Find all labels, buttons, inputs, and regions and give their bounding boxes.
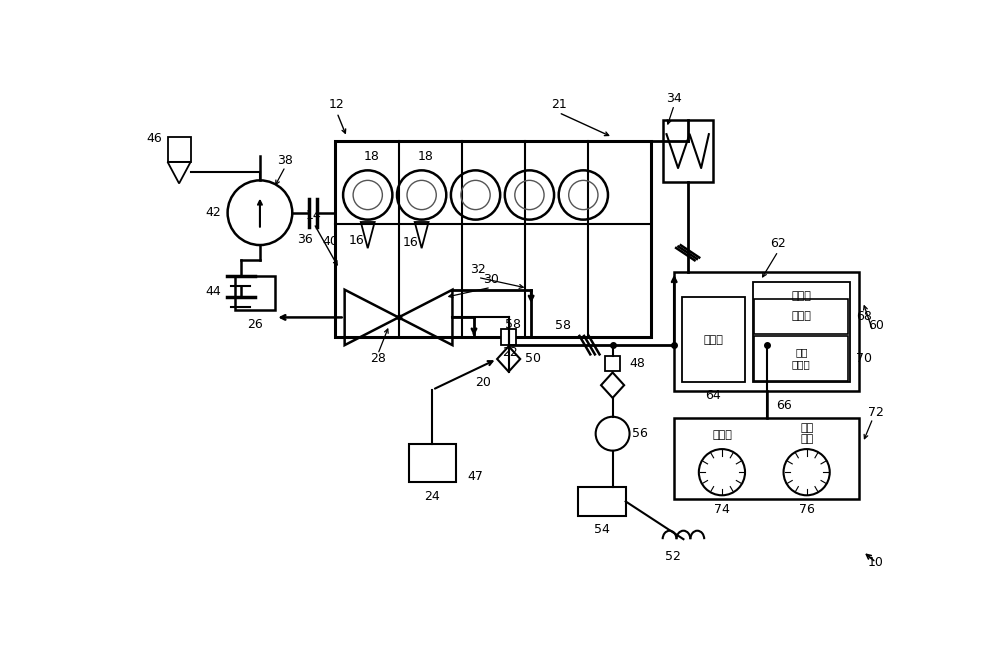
Text: 燃料图: 燃料图	[791, 311, 811, 321]
Polygon shape	[601, 373, 624, 398]
Text: 47: 47	[468, 470, 483, 483]
Text: 21: 21	[551, 98, 567, 112]
Text: 44: 44	[206, 285, 222, 298]
Text: 50: 50	[525, 352, 541, 365]
Text: 10: 10	[868, 556, 884, 569]
Text: 32: 32	[470, 263, 486, 276]
Bar	[674, 272, 859, 392]
Text: 16: 16	[349, 234, 365, 247]
Text: 48: 48	[629, 357, 645, 370]
Bar	[753, 282, 850, 382]
Text: 18: 18	[364, 150, 380, 163]
Bar	[168, 137, 191, 162]
Text: 68: 68	[856, 310, 872, 323]
Bar	[754, 299, 848, 334]
Text: 64: 64	[706, 390, 721, 403]
Text: 26: 26	[247, 318, 263, 331]
Bar	[663, 120, 713, 182]
Text: 46: 46	[147, 133, 162, 145]
Text: 存储器: 存储器	[791, 291, 811, 301]
Text: 燃料
混合图: 燃料 混合图	[792, 348, 811, 369]
Text: 30: 30	[483, 273, 499, 286]
Text: 76: 76	[799, 502, 815, 516]
Text: 72: 72	[868, 407, 884, 419]
Text: 18: 18	[418, 150, 433, 163]
Text: 16: 16	[403, 236, 419, 249]
Text: 56: 56	[632, 427, 647, 440]
Text: 氢成本: 氢成本	[712, 430, 732, 440]
Bar	[501, 329, 516, 345]
Text: 42: 42	[206, 206, 222, 219]
Text: 20: 20	[475, 376, 491, 388]
Text: 62: 62	[770, 237, 786, 250]
Bar	[674, 419, 859, 499]
Bar	[682, 297, 745, 382]
Bar	[754, 336, 848, 380]
Text: 28: 28	[370, 352, 386, 365]
Bar	[605, 356, 620, 371]
Polygon shape	[497, 346, 520, 372]
Text: 36: 36	[297, 233, 313, 246]
Text: 58: 58	[505, 318, 520, 331]
Text: 58: 58	[555, 319, 571, 333]
Bar	[335, 141, 651, 337]
Text: 70: 70	[856, 352, 872, 365]
Text: 12: 12	[329, 98, 345, 112]
Bar	[235, 276, 275, 310]
Bar	[409, 443, 456, 482]
Text: 处理器: 处理器	[704, 335, 723, 345]
Text: 38: 38	[277, 154, 293, 167]
Text: 排放
成本: 排放 成本	[800, 423, 813, 445]
Text: 52: 52	[665, 550, 681, 563]
Text: 74: 74	[714, 502, 730, 516]
Text: 54: 54	[594, 523, 610, 537]
Text: 24: 24	[425, 489, 440, 502]
Text: 22: 22	[502, 346, 517, 359]
Text: 40: 40	[323, 236, 339, 249]
Text: 66: 66	[776, 399, 791, 412]
Bar	[578, 487, 626, 516]
Text: 34: 34	[666, 92, 682, 105]
Text: 60: 60	[868, 319, 884, 333]
Text: 14: 14	[306, 209, 322, 222]
